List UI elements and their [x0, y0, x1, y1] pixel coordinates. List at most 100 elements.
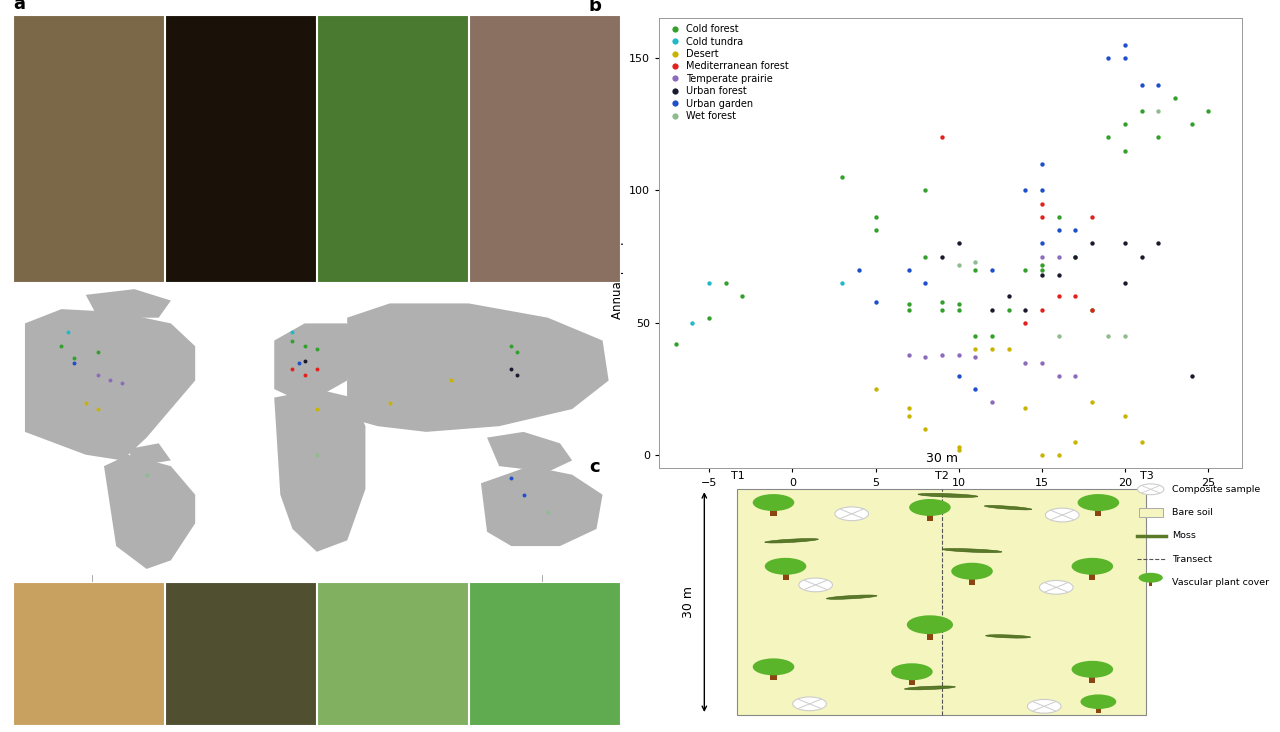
Desert [948, 444, 969, 456]
Bar [1089, 570, 1096, 580]
Cold forest [1032, 264, 1052, 276]
Bar [1149, 580, 1152, 586]
Cold forest [932, 296, 952, 307]
Cold forest [998, 304, 1019, 315]
Cold forest [899, 299, 919, 310]
Cold forest [865, 211, 886, 223]
Bar [165, 582, 316, 725]
Urban garden [915, 277, 936, 289]
Cold forest [865, 224, 886, 236]
Cold forest [1132, 105, 1152, 117]
Urban garden [982, 264, 1002, 276]
Point [294, 369, 315, 381]
Cold forest [1065, 251, 1085, 263]
Desert [982, 343, 1002, 355]
Wet forest [948, 258, 969, 270]
Cold forest [716, 277, 736, 289]
Urban forest [1132, 251, 1152, 263]
Desert [965, 343, 986, 355]
Polygon shape [26, 309, 196, 460]
Cold forest [1198, 105, 1219, 117]
Desert [1032, 449, 1052, 461]
Ellipse shape [942, 548, 1002, 553]
Circle shape [906, 616, 954, 634]
Bar [927, 629, 933, 640]
Urban garden [1015, 184, 1036, 196]
Circle shape [891, 663, 933, 680]
Temperate prairie [899, 348, 919, 360]
Polygon shape [104, 455, 196, 569]
Wet forest [1148, 105, 1169, 117]
Cold tundra [832, 277, 852, 289]
Desert [1015, 402, 1036, 414]
Temperate prairie [932, 348, 952, 360]
Bar [771, 507, 777, 516]
Text: Transect: Transect [1172, 555, 1212, 564]
Circle shape [909, 499, 951, 516]
Cold forest [1115, 145, 1135, 157]
Point [500, 471, 522, 483]
Cold forest [1098, 132, 1119, 143]
Mediterranean forest [1082, 304, 1102, 315]
Text: T2: T2 [934, 471, 948, 481]
Text: Moss: Moss [1172, 531, 1197, 540]
Mediterranean forest [1015, 317, 1036, 329]
Circle shape [951, 563, 993, 580]
Point [283, 326, 303, 338]
Temperate prairie [1032, 251, 1052, 263]
Bar [470, 582, 621, 725]
Point [64, 357, 84, 369]
Point [58, 326, 78, 338]
Temperate prairie [948, 348, 969, 360]
Circle shape [1071, 558, 1114, 575]
Circle shape [1078, 494, 1119, 511]
Cold forest [965, 330, 986, 342]
Wet forest [965, 256, 986, 268]
Cold forest [948, 299, 969, 310]
Urban garden [1148, 78, 1169, 90]
Urban forest [1065, 251, 1085, 263]
Circle shape [764, 558, 806, 575]
Bar [909, 676, 915, 685]
Urban garden [1115, 52, 1135, 64]
Cold forest [965, 264, 986, 276]
Circle shape [1071, 661, 1114, 678]
Ellipse shape [986, 635, 1030, 638]
Point [500, 340, 522, 352]
Bar [13, 15, 164, 282]
Urban garden [965, 383, 986, 395]
Desert [1082, 397, 1102, 408]
Point [51, 340, 72, 352]
Text: Bare soil: Bare soil [1172, 508, 1213, 517]
Point [507, 369, 527, 381]
Text: b: b [589, 0, 602, 15]
Temperate prairie [982, 397, 1002, 408]
Point [137, 469, 156, 481]
Point [440, 375, 461, 386]
Bar [1096, 705, 1101, 714]
Ellipse shape [905, 686, 955, 690]
Desert [865, 383, 886, 395]
Cold forest [666, 338, 686, 350]
Bar [165, 15, 316, 282]
Urban garden [1115, 39, 1135, 51]
Bar [470, 15, 621, 282]
Ellipse shape [827, 595, 877, 600]
Bar [1096, 507, 1101, 516]
Wet forest [1098, 330, 1119, 342]
Circle shape [1080, 695, 1116, 709]
Polygon shape [481, 466, 603, 546]
Circle shape [1039, 580, 1073, 594]
Urban forest [1048, 269, 1069, 281]
Urban forest [1082, 237, 1102, 249]
Temperate prairie [1048, 370, 1069, 381]
Text: Vascular plant cover: Vascular plant cover [1172, 578, 1270, 587]
Bar [1139, 508, 1162, 518]
Bar [737, 489, 1147, 715]
Bar [771, 671, 777, 681]
Ellipse shape [764, 539, 818, 543]
Point [283, 363, 303, 375]
Urban forest [1181, 370, 1202, 381]
Circle shape [1028, 699, 1061, 713]
Urban garden [899, 264, 919, 276]
